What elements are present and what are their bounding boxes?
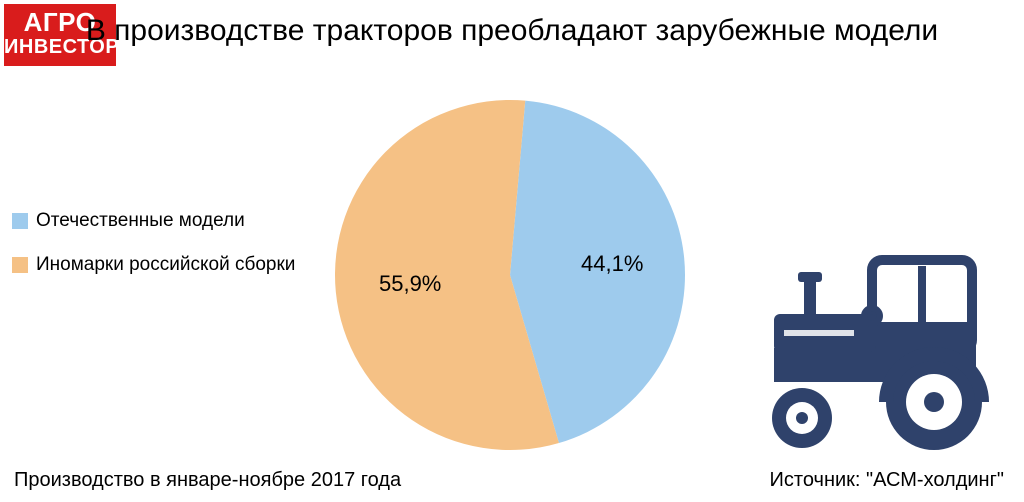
legend: Отечественные модели Иномарки российской… [12, 210, 295, 298]
legend-swatch-foreign [12, 257, 28, 273]
legend-label-foreign: Иномарки российской сборки [36, 254, 295, 276]
legend-label-domestic: Отечественные модели [36, 210, 245, 232]
chart-title: В производстве тракторов преобладают зар… [0, 8, 1024, 55]
legend-item-foreign: Иномарки российской сборки [12, 254, 295, 276]
infographic-container: АГРО ИНВЕСТОР В производстве тракторов п… [0, 0, 1024, 502]
footer-source: Источник: "АСМ-холдинг" [770, 469, 1004, 492]
footer-period: Производство в январе-ноябре 2017 года [14, 469, 401, 492]
legend-swatch-domestic [12, 213, 28, 229]
pie-value-domestic: 44,1% [581, 251, 643, 277]
pie-chart: 44,1% 55,9% [330, 95, 690, 455]
tractor-icon [744, 252, 1004, 452]
pie-value-foreign: 55,9% [379, 271, 441, 297]
legend-item-domestic: Отечественные модели [12, 210, 295, 232]
